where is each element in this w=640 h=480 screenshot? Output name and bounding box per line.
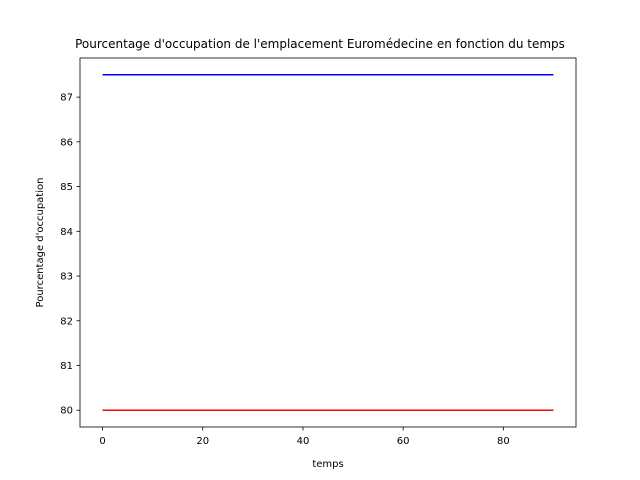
series-layer (102, 74, 554, 411)
y-tick-label: 85 (60, 182, 73, 193)
x-tick-label: 0 (99, 436, 105, 447)
y-tick-label: 84 (60, 227, 73, 238)
y-tick-label: 87 (60, 93, 73, 104)
x-tick-label: 60 (397, 436, 410, 447)
x-tick-label: 20 (196, 436, 209, 447)
x-axis-label: temps (312, 459, 343, 470)
chart-title: Pourcentage d'occupation de l'emplacemen… (75, 37, 565, 51)
x-axis-ticks: 0 20 40 60 80 (99, 427, 510, 447)
y-tick-label: 86 (60, 137, 73, 148)
y-axis-label: Pourcentage d'occupation (35, 178, 46, 308)
y-tick-label: 82 (60, 316, 73, 327)
x-tick-label: 80 (497, 436, 510, 447)
y-tick-label: 81 (60, 361, 73, 372)
x-tick-label: 40 (297, 436, 310, 447)
y-axis-ticks: 80 81 82 83 84 85 86 87 (60, 93, 80, 417)
y-tick-label: 83 (60, 272, 73, 283)
plot-frame (79, 57, 577, 428)
y-tick-label: 80 (60, 406, 73, 417)
